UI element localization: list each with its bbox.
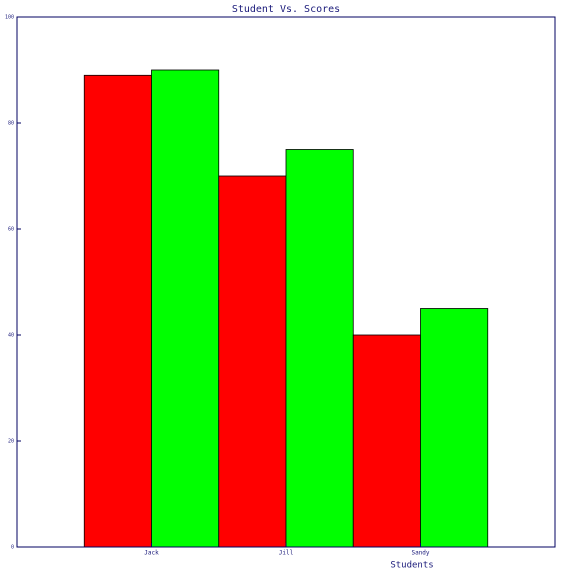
bar	[352, 334, 421, 548]
plot-frame	[16, 16, 556, 548]
x-tick-label: Jill	[279, 550, 294, 557]
y-tick-label: 40	[8, 333, 14, 339]
bar	[151, 69, 220, 548]
bar	[83, 74, 152, 548]
y-tick-label: 0	[11, 545, 14, 551]
y-tick-label: 60	[8, 227, 14, 233]
y-tick-label: 100	[5, 15, 14, 21]
bar	[218, 175, 287, 548]
x-tick-label: Sandy	[411, 550, 429, 557]
bar	[285, 149, 354, 548]
x-axis-label: Students	[390, 561, 433, 571]
y-tick-label: 80	[8, 121, 14, 127]
bar	[420, 308, 489, 548]
chart-title: Student Vs. Scores	[232, 4, 340, 15]
x-tick-label: Jack	[144, 550, 159, 557]
y-tick-label: 20	[8, 439, 14, 445]
